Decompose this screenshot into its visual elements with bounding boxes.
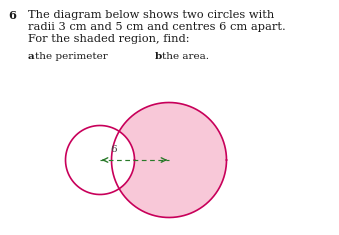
Text: 6: 6 [110, 145, 117, 154]
Text: the perimeter: the perimeter [35, 52, 108, 61]
Text: b: b [155, 52, 162, 61]
Text: The diagram below shows two circles with: The diagram below shows two circles with [28, 10, 274, 20]
Polygon shape [119, 102, 226, 218]
Text: a: a [28, 52, 35, 61]
Text: the area.: the area. [162, 52, 209, 61]
Text: For the shaded region, find:: For the shaded region, find: [28, 34, 190, 44]
Text: radii 3 cm and 5 cm and centres 6 cm apart.: radii 3 cm and 5 cm and centres 6 cm apa… [28, 22, 286, 32]
Text: 6: 6 [8, 10, 16, 21]
